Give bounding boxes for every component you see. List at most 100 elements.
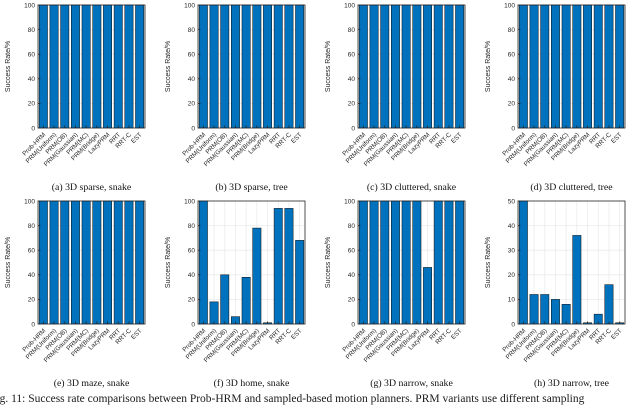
bar-PRM(Gaussian): [71, 4, 80, 129]
subplot-caption-b: (b) 3D sparse, tree: [215, 182, 288, 193]
subplot-caption-a: (a) 3D sparse, snake: [52, 182, 132, 193]
subplot-caption-g: (g) 3D narrow, snake: [370, 378, 453, 389]
y-tick-label: 0: [191, 321, 195, 328]
bar-PRM(Gaussian): [391, 200, 400, 325]
y-tick-label: 60: [28, 248, 36, 255]
subplot-caption-h: (h) 3D narrow, tree: [534, 378, 610, 389]
bar-LazyPRM: [263, 4, 272, 129]
bar-PRM(MC): [241, 277, 251, 325]
bar-PRM(Gaussian): [551, 299, 560, 325]
y-tick-label: 60: [188, 248, 196, 255]
bar-LazyPRM: [423, 4, 432, 129]
subplot-c: 020406080100Prob-HRMPRM(Uniform)PRM(OB)P…: [325, 2, 466, 193]
y-axis-label: Success Rate/%: [485, 237, 492, 288]
y-tick-label: 20: [28, 297, 36, 304]
axes-box: [517, 4, 626, 129]
y-tick-label: 60: [348, 52, 356, 59]
y-tick-label: 40: [188, 272, 196, 279]
bar-RRT-C: [284, 208, 294, 325]
bar-RRT-C: [604, 4, 614, 129]
y-axis-label: Success Rate/%: [485, 41, 492, 92]
bar-EST: [135, 200, 145, 325]
bar-PRM(OB): [60, 200, 70, 325]
y-tick-label: 80: [188, 223, 196, 230]
bar-LazyPRM: [103, 4, 112, 129]
bar-RRT: [113, 200, 123, 325]
bar-PRM(MC): [561, 4, 571, 129]
y-tick-label: 20: [348, 101, 356, 108]
bar-PRM(Uniform): [49, 4, 59, 129]
y-axis-label: Success Rate/%: [5, 41, 12, 92]
bar-PRM(OB): [380, 4, 390, 129]
x-tick-label: EST: [130, 327, 144, 341]
y-tick-label: 80: [508, 27, 516, 34]
subplot-caption-f: (f) 3D home, snake: [214, 378, 290, 389]
axes-box: [197, 4, 306, 129]
y-tick-label: 60: [28, 52, 36, 59]
bar-RRT-C: [284, 4, 294, 129]
bar-Prob-HRM: [518, 4, 528, 129]
bar-RRT: [113, 4, 123, 129]
subplot-caption-e: (e) 3D maze, snake: [54, 378, 130, 389]
x-tick-label: EST: [610, 327, 624, 341]
bar-PRM(OB): [220, 4, 230, 129]
bar-PRM(Bridge): [572, 4, 582, 129]
figure-caption: Fig. 11: Success rate comparisons betwee…: [0, 393, 585, 405]
bar-PRM(Uniform): [529, 294, 539, 325]
bar-PRM(Gaussian): [231, 4, 240, 129]
bar-RRT: [433, 200, 443, 325]
y-tick-label: 0: [351, 321, 355, 328]
y-tick-label: 80: [348, 223, 356, 230]
y-tick-label: 40: [28, 272, 36, 279]
y-tick-label: 10: [508, 297, 516, 304]
bar-RRT: [593, 4, 603, 129]
bar-LazyPRM: [583, 4, 592, 129]
y-tick-label: 0: [31, 125, 35, 132]
y-tick-label: 40: [508, 76, 516, 83]
bar-PRM(MC): [81, 200, 91, 325]
bar-PRM(OB): [220, 274, 230, 325]
axes-box: [197, 200, 306, 325]
axes-box: [37, 200, 146, 325]
bar-Prob-HRM: [38, 4, 48, 129]
bar-PRM(OB): [540, 4, 550, 129]
y-tick-label: 0: [511, 125, 515, 132]
bar-RRT-C: [604, 284, 614, 325]
y-axis-label: Success Rate/%: [325, 237, 332, 288]
y-tick-label: 0: [351, 125, 355, 132]
y-tick-label: 60: [508, 52, 516, 59]
bar-PRM(Bridge): [92, 200, 102, 325]
bar-PRM(Bridge): [92, 4, 102, 129]
y-tick-label: 40: [348, 76, 356, 83]
figure-grid: 0 20 40 60 80 100 Prob-HRM PRM(Uniform) PRM(OB) P…: [5, 2, 626, 389]
y-tick-label: 0: [511, 321, 515, 328]
bar-EST: [295, 4, 305, 129]
subplot-f: 020406080100Prob-HRMPRM(Uniform)PRM(OB)P…: [165, 198, 306, 389]
axes-box: [517, 200, 626, 325]
subplot-e: 020406080100Prob-HRMPRM(Uniform)PRM(OB)P…: [5, 198, 146, 389]
bar-PRM(Bridge): [252, 227, 262, 325]
y-tick-label: 20: [188, 297, 196, 304]
y-tick-label: 100: [24, 198, 35, 205]
bar-PRM(Uniform): [209, 301, 219, 325]
y-tick-label: 20: [508, 272, 516, 279]
bar-RRT-C: [444, 4, 454, 129]
bar-Prob-HRM: [358, 200, 368, 325]
y-tick-label: 100: [504, 2, 515, 9]
bar-Prob-HRM: [198, 4, 208, 129]
bar-PRM(MC): [401, 200, 411, 325]
bar-PRM(Uniform): [369, 200, 379, 325]
bar-PRM(Gaussian): [391, 4, 400, 129]
x-tick-label: EST: [290, 131, 304, 145]
bar-PRM(Uniform): [209, 4, 219, 129]
bar-PRM(MC): [401, 4, 411, 129]
bar-PRM(MC): [81, 4, 91, 129]
bar-RRT-C: [444, 200, 454, 325]
bar-EST: [455, 200, 465, 325]
y-tick-label: 40: [188, 76, 196, 83]
bar-EST: [455, 4, 465, 129]
bar-PRM(Gaussian): [551, 4, 560, 129]
bar-PRM(Uniform): [369, 4, 379, 129]
y-tick-label: 80: [28, 27, 36, 34]
